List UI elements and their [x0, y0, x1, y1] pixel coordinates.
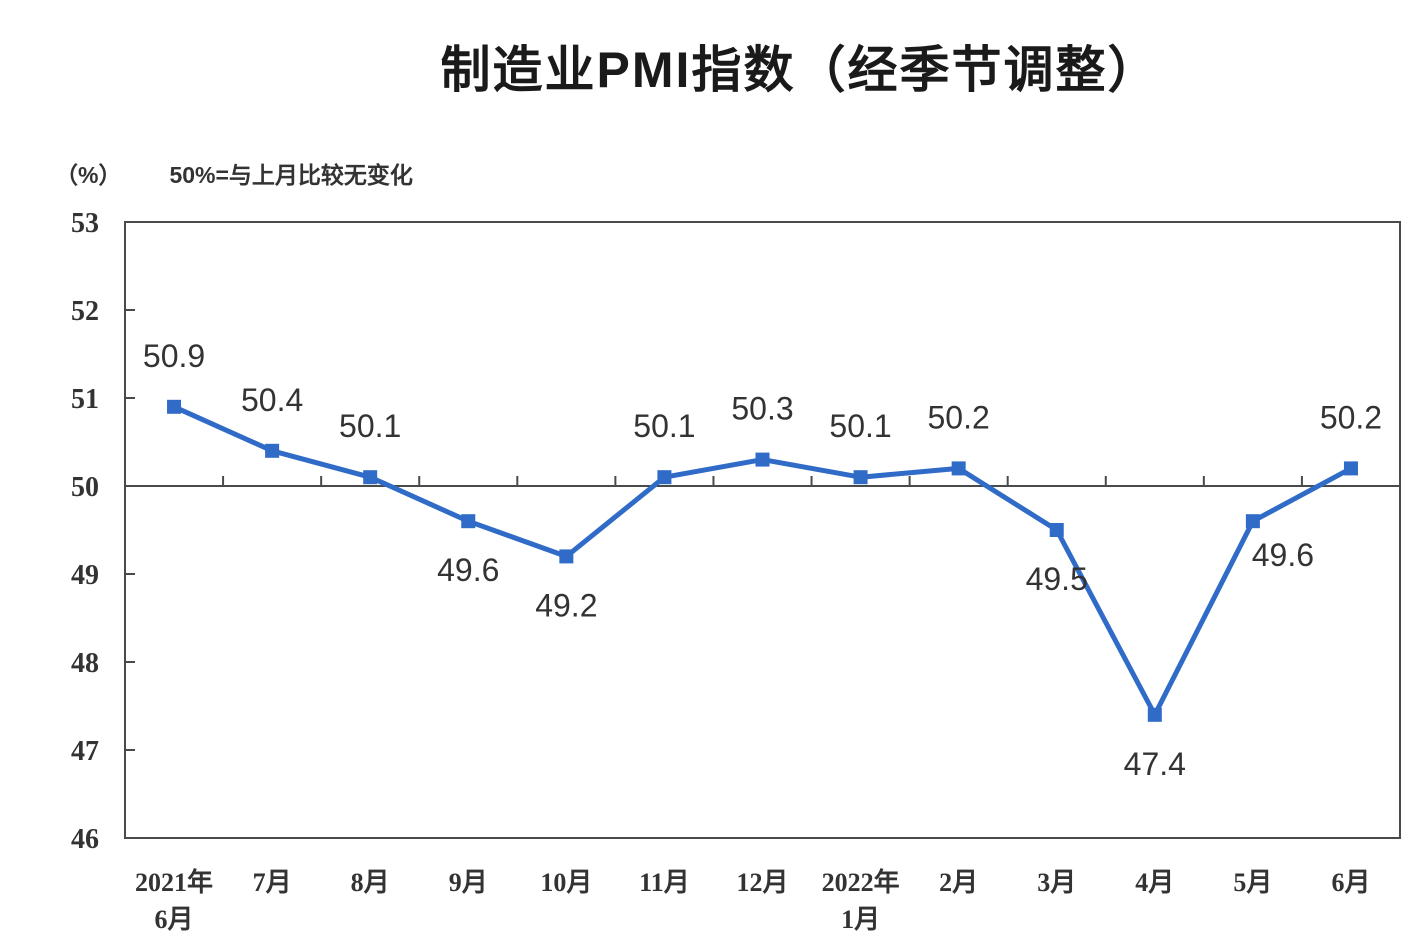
y-axis-unit-label: （%） [55, 162, 122, 188]
data-point-marker [167, 399, 182, 414]
y-tick-label: 47 [71, 736, 99, 767]
y-tick-label: 46 [71, 824, 99, 855]
data-point-marker [363, 470, 378, 485]
data-point-marker [461, 514, 476, 529]
data-point-marker [1147, 707, 1162, 722]
data-point-label: 50.2 [928, 399, 990, 435]
x-axis-label: 3月 [1037, 868, 1076, 897]
reference-note-label: 50%=与上月比较无变化 [169, 162, 413, 188]
y-tick-label: 52 [71, 296, 99, 327]
data-point-label: 49.2 [535, 587, 597, 623]
x-axis-label: 6月 [1331, 868, 1370, 897]
x-axis-label: 7月 [253, 868, 292, 897]
subtitle-row: （%） 50%=与上月比较无变化 [55, 156, 413, 190]
data-point-label: 50.1 [339, 408, 401, 444]
data-point-marker [1245, 514, 1260, 529]
x-axis-label: 2月 [939, 868, 978, 897]
data-point-marker [559, 549, 574, 564]
data-point-marker [657, 470, 672, 485]
x-axis-label: 9月 [449, 868, 488, 897]
data-point-label: 50.1 [633, 408, 695, 444]
y-tick-label: 49 [71, 560, 99, 591]
data-point-label: 49.6 [1252, 537, 1314, 573]
data-point-label: 50.9 [143, 338, 205, 374]
y-tick-label: 51 [71, 384, 99, 415]
y-tick-label: 48 [71, 648, 99, 679]
data-point-marker [1049, 523, 1064, 537]
data-point-label: 50.3 [731, 391, 793, 427]
data-point-marker [755, 452, 770, 467]
data-point-label: 50.2 [1320, 399, 1382, 435]
data-point-label: 49.5 [1026, 561, 1088, 597]
plot-border [124, 221, 1401, 839]
x-axis-label: 2022年 [822, 867, 900, 897]
data-point-marker [853, 470, 868, 485]
data-point-label: 49.6 [437, 552, 499, 588]
x-axis-label: 5月 [1233, 868, 1272, 897]
x-axis-label: 8月 [351, 868, 390, 897]
data-point-label: 47.4 [1124, 746, 1186, 782]
data-point-label: 50.4 [241, 382, 303, 418]
x-axis-label: 2021年 [135, 867, 213, 897]
data-point-label: 50.1 [829, 408, 891, 444]
y-tick-label: 53 [71, 208, 99, 239]
x-axis-label: 1月 [841, 905, 880, 934]
data-point-marker [1343, 461, 1358, 476]
data-point-marker [265, 443, 280, 458]
y-tick-label: 50 [71, 472, 99, 503]
x-axis-label: 4月 [1135, 868, 1174, 897]
x-axis-label: 11月 [639, 868, 690, 897]
x-axis-label: 12月 [736, 868, 788, 897]
x-axis-label: 10月 [540, 868, 592, 897]
chart-title: 制造业PMI指数（经季节调整） [440, 42, 1160, 98]
data-point-marker [951, 461, 966, 476]
x-axis-label: 6月 [155, 905, 194, 934]
